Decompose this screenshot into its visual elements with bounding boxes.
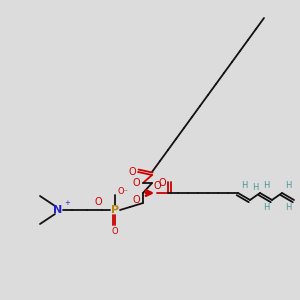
Text: H: H: [263, 182, 269, 190]
Text: H: H: [252, 184, 258, 193]
Text: N: N: [53, 205, 63, 215]
Text: H: H: [285, 182, 291, 190]
Text: O: O: [128, 167, 136, 177]
Text: H: H: [241, 182, 247, 190]
Text: P: P: [111, 205, 119, 215]
Text: +: +: [64, 200, 70, 206]
Text: O⁻: O⁻: [118, 188, 128, 196]
Text: O: O: [132, 178, 140, 188]
Text: O: O: [132, 195, 140, 205]
Text: O: O: [112, 226, 118, 236]
Text: H: H: [263, 202, 269, 211]
Text: O: O: [94, 197, 102, 207]
Text: H: H: [285, 202, 291, 211]
Text: O: O: [153, 181, 161, 191]
Text: O: O: [158, 178, 166, 188]
